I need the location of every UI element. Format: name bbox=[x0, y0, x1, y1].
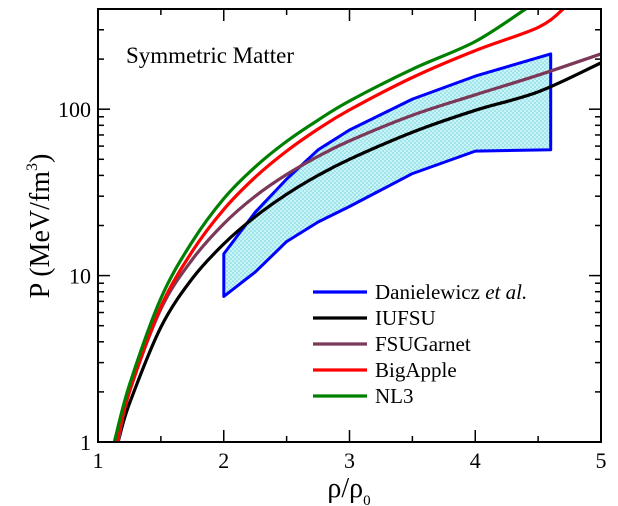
legend-label-iufsu: IUFSU bbox=[375, 306, 436, 330]
x-axis-title: ρ/ρ0 bbox=[327, 473, 370, 506]
plot-frame bbox=[97, 8, 602, 443]
y-axis-title-close: ) bbox=[25, 154, 56, 163]
legend-label-fsugarnet: FSUGarnet bbox=[375, 332, 471, 356]
y-tick-label: 100 bbox=[58, 97, 91, 122]
series-band-danielewicz-et-al bbox=[222, 52, 553, 298]
annotation-symmetric-matter: Symmetric Matter bbox=[126, 43, 294, 68]
line-layer bbox=[112, 9, 601, 442]
x-tick-label: 5 bbox=[596, 448, 607, 473]
y-axis-title: P (MeV/fm3) bbox=[24, 154, 56, 299]
x-axis-title-subscript: 0 bbox=[363, 493, 371, 506]
x-tick-label: 1 bbox=[93, 448, 104, 473]
series-line-bigapple bbox=[115, 9, 565, 442]
series-line-iufsu bbox=[116, 61, 601, 442]
y-tick-label: 10 bbox=[69, 264, 91, 289]
legend-label-danielewicz-et-al: Danielewicz et al. bbox=[375, 280, 527, 304]
band-layer bbox=[222, 52, 553, 298]
legend: Danielewicz et al.IUFSUFSUGarnetBigApple… bbox=[313, 280, 527, 408]
x-tick-label: 3 bbox=[344, 448, 355, 473]
legend-label-nl3: NL3 bbox=[375, 384, 414, 408]
y-axis-title-superscript: 3 bbox=[24, 163, 41, 171]
x-tick-label: 4 bbox=[470, 448, 481, 473]
x-tick-label: 2 bbox=[218, 448, 229, 473]
y-tick-label: 1 bbox=[80, 430, 91, 455]
legend-label-bigapple: BigApple bbox=[375, 358, 457, 382]
series-line-nl3 bbox=[112, 9, 528, 442]
